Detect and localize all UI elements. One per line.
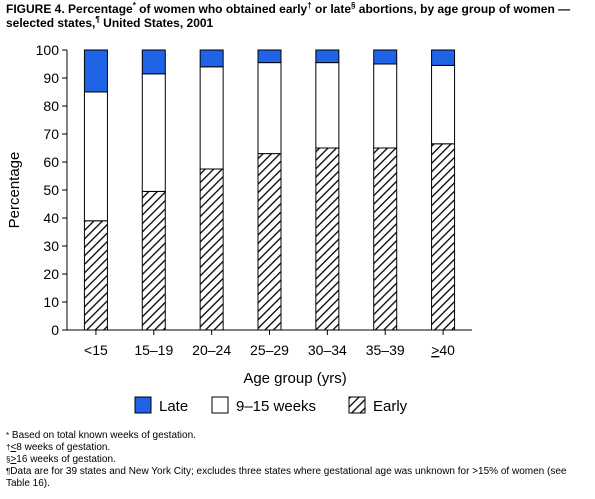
- y-tick-label: 20: [43, 266, 59, 282]
- bar-early: [315, 147, 340, 331]
- y-tick-label: 60: [43, 154, 59, 170]
- y-tick-label: 10: [43, 294, 59, 310]
- x-tick-label: >40: [431, 342, 455, 358]
- x-tick-label: 20–24: [192, 342, 231, 358]
- bar-early: [431, 143, 456, 331]
- bar-9-15-weeks: [199, 66, 224, 170]
- bar-9-15-weeks: [83, 91, 108, 222]
- title-text-4: abortions, by age group of women — selec…: [6, 2, 571, 30]
- footnote-3-mark: §: [6, 455, 11, 464]
- y-tick-label: 80: [43, 98, 59, 114]
- legend-label: 9–15 weeks: [236, 398, 316, 415]
- bar-early: [199, 168, 224, 331]
- legend-swatch-late: [134, 396, 152, 414]
- bar-late: [373, 49, 398, 65]
- bar-9-15-weeks: [373, 63, 398, 149]
- footnote-1-mark: *: [6, 431, 10, 440]
- footnote-3-text: 16 weeks of gestation.: [16, 454, 116, 465]
- bar-9-15-weeks: [141, 73, 166, 192]
- footnote-4-mark: ¶: [6, 467, 11, 476]
- footnote-2-symbol: <: [10, 442, 17, 453]
- x-tick-label: 35–39: [366, 342, 405, 358]
- x-tick-label: <15: [84, 342, 108, 358]
- y-tick-label: 70: [43, 126, 59, 142]
- legend-label: Late: [159, 398, 188, 415]
- footnotes: * Based on total known weeks of gestatio…: [6, 430, 591, 490]
- footnote-2: †<8 weeks of gestation.: [6, 442, 591, 454]
- stacked-bar-chart: 0 10 20 30 40 50 60 70 80 90 100 <15 15–19 20–24 25–2…: [6, 42, 472, 415]
- bar-late: [431, 49, 456, 66]
- bar-early: [141, 190, 166, 331]
- bar-9-15-weeks: [431, 64, 456, 145]
- bar-late: [199, 49, 224, 68]
- y-tick-label: 90: [43, 70, 59, 86]
- bar-late: [257, 49, 282, 64]
- plot-area: 0 10 20 30 40 50 60 70 80 90 100: [36, 42, 472, 338]
- bar-9-15-weeks: [257, 62, 282, 155]
- x-axis-tick-labels: <15 15–19 20–24 25–29 30–34 35–39 >40: [84, 342, 455, 358]
- title-text-5: United States, 2001: [99, 16, 214, 30]
- y-tick-label: 50: [43, 182, 59, 198]
- x-tick-label: 25–29: [250, 342, 289, 358]
- legend-swatch-9-15-weeks: [211, 396, 229, 414]
- footnote-1: * Based on total known weeks of gestatio…: [6, 430, 591, 442]
- title-footnote-mark-1: *: [132, 1, 136, 10]
- footnote-2-mark: †: [6, 443, 11, 452]
- y-tick-label: 100: [36, 42, 60, 58]
- title-text-1: FIGURE 4. Percentage: [6, 2, 133, 16]
- bar-early: [257, 153, 282, 331]
- x-axis-label: Age group (yrs): [243, 370, 346, 387]
- y-tick-label: 0: [51, 322, 59, 338]
- title-text-2: of women who obtained early: [135, 2, 308, 16]
- footnote-1-text: Based on total known weeks of gestation.: [9, 430, 196, 441]
- y-axis-label: Percentage: [6, 152, 23, 229]
- x-tick-label: 15–19: [134, 342, 173, 358]
- footnote-4-text: Data are for 39 states and New York City…: [6, 466, 567, 489]
- legend: Late 9–15 weeks Early: [134, 396, 408, 415]
- title-footnote-mark-2: †: [307, 1, 312, 10]
- legend-label: Early: [373, 398, 408, 415]
- y-tick-label: 30: [43, 238, 59, 254]
- y-tick-label: 40: [43, 210, 59, 226]
- footnote-4: ¶Data are for 39 states and New York Cit…: [6, 466, 591, 490]
- title-text-3: or late: [311, 2, 352, 16]
- bar-early: [373, 147, 398, 331]
- bar-late: [83, 49, 108, 93]
- bar-late: [315, 49, 340, 64]
- bar-late: [141, 49, 166, 75]
- title-footnote-mark-3: §: [351, 1, 356, 10]
- footnote-3-symbol: >: [10, 454, 17, 465]
- x-tick-label: 30–34: [308, 342, 347, 358]
- bar-9-15-weeks: [315, 62, 340, 149]
- bar-early: [83, 220, 108, 331]
- title-footnote-mark-4: ¶: [95, 15, 100, 24]
- footnote-2-text: 8 weeks of gestation.: [16, 442, 111, 453]
- footnote-3: §>16 weeks of gestation.: [6, 454, 591, 466]
- chart-title: FIGURE 4. Percentage* of women who obtai…: [6, 1, 591, 31]
- legend-swatch-early: [348, 396, 366, 414]
